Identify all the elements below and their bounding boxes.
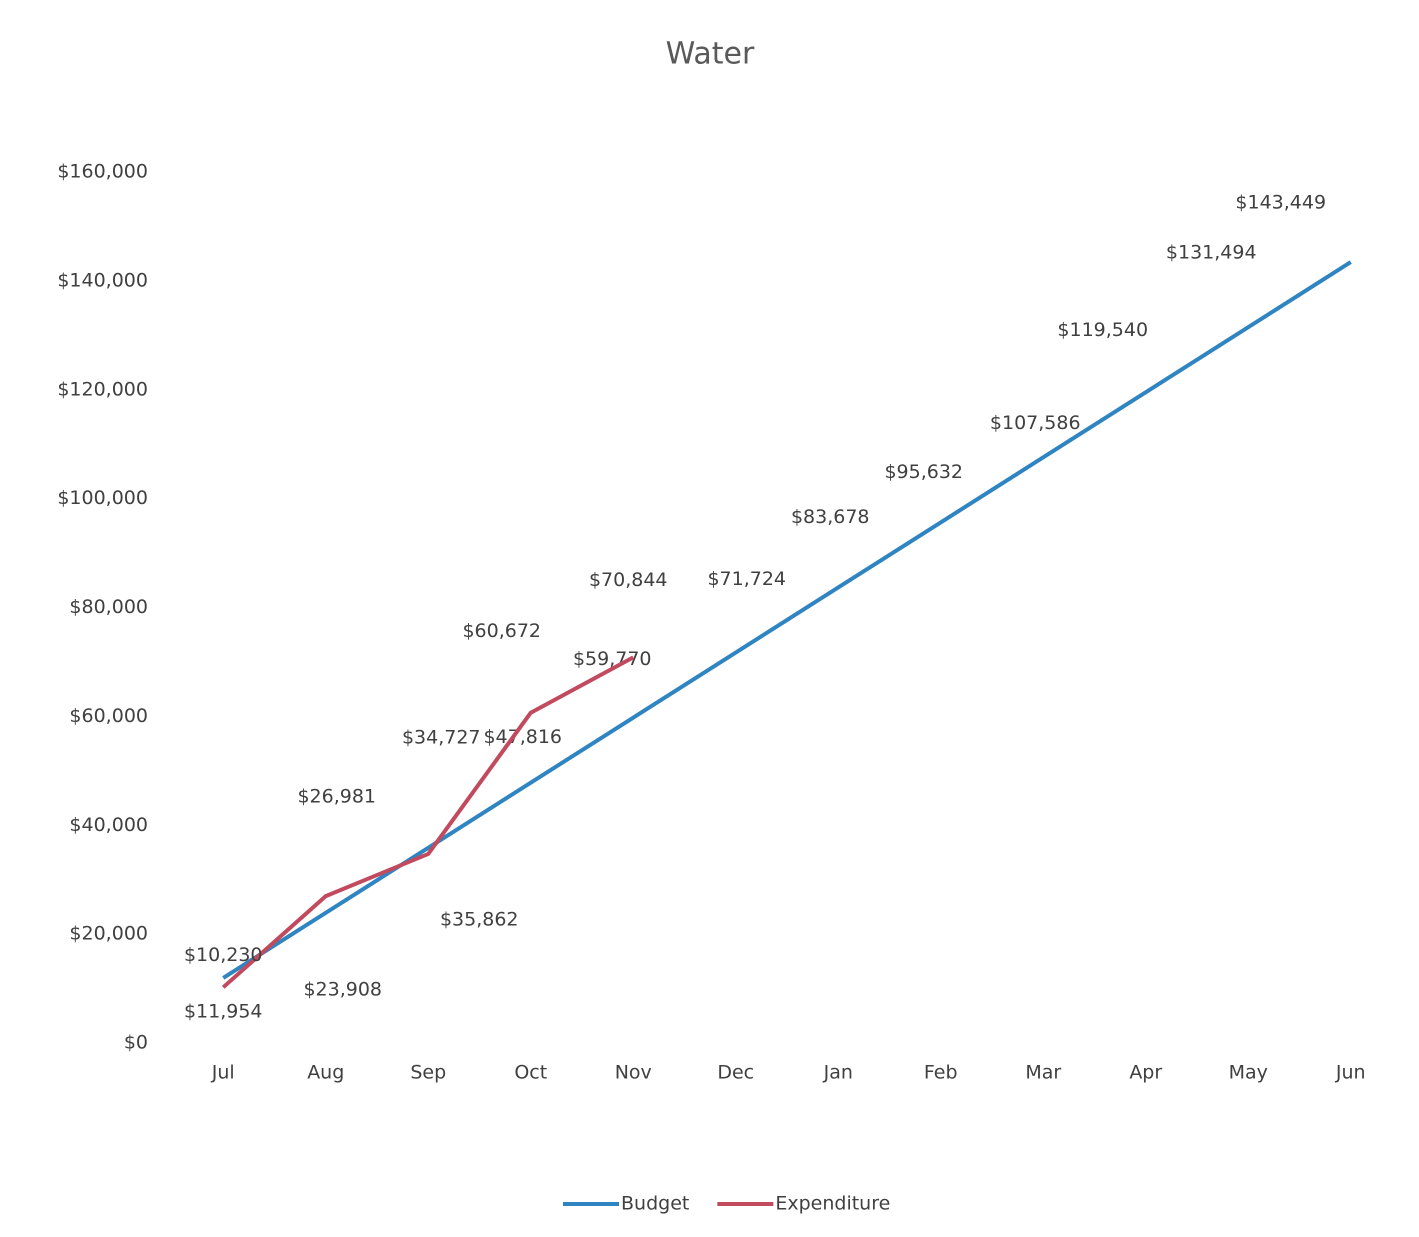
data-label: $143,449	[1235, 192, 1326, 214]
data-label: $60,672	[462, 620, 541, 642]
x-tick-label: Sep	[410, 1062, 446, 1084]
data-label: $59,770	[573, 648, 652, 670]
x-tick-label: Jun	[1335, 1062, 1366, 1084]
x-tick-label: Apr	[1129, 1062, 1162, 1084]
y-tick-label: $60,000	[69, 705, 148, 727]
y-tick-label: $20,000	[69, 923, 148, 945]
y-tick-label: $80,000	[69, 596, 148, 618]
y-tick-label: $120,000	[57, 378, 148, 400]
data-label: $70,844	[589, 569, 668, 591]
data-label: $119,540	[1057, 319, 1148, 341]
data-label: $131,494	[1166, 242, 1257, 264]
data-label: $71,724	[707, 568, 786, 590]
y-tick-label: $0	[124, 1032, 148, 1054]
x-tick-label: Nov	[615, 1062, 652, 1084]
data-label: $10,230	[184, 944, 263, 966]
y-tick-label: $100,000	[57, 487, 148, 509]
legend-label: Expenditure	[775, 1193, 890, 1215]
y-tick-label: $140,000	[57, 269, 148, 291]
x-tick-label: Feb	[924, 1062, 958, 1084]
y-tick-label: $40,000	[69, 814, 148, 836]
data-label: $34,727	[402, 726, 481, 748]
series-line	[221, 655, 635, 989]
x-tick-label: Mar	[1025, 1062, 1061, 1084]
x-tick-label: Jul	[211, 1062, 235, 1084]
data-label: $23,908	[303, 978, 382, 1000]
data-label: $95,632	[884, 461, 963, 483]
data-label: $35,862	[440, 908, 519, 930]
data-label: $83,678	[791, 506, 870, 528]
data-label: $107,586	[990, 412, 1081, 434]
series-line	[222, 260, 1352, 980]
data-label: $11,954	[184, 1000, 263, 1022]
x-tick-label: Dec	[717, 1062, 754, 1084]
y-tick-label: $160,000	[57, 161, 148, 183]
x-tick-label: May	[1229, 1062, 1268, 1084]
legend-label: Budget	[621, 1193, 689, 1215]
data-label: $47,816	[483, 726, 562, 748]
x-tick-label: Oct	[514, 1062, 547, 1084]
x-tick-label: Jan	[823, 1062, 853, 1084]
x-tick-label: Aug	[307, 1062, 344, 1084]
chart-title: Water	[666, 37, 755, 72]
data-label: $26,981	[297, 786, 376, 808]
